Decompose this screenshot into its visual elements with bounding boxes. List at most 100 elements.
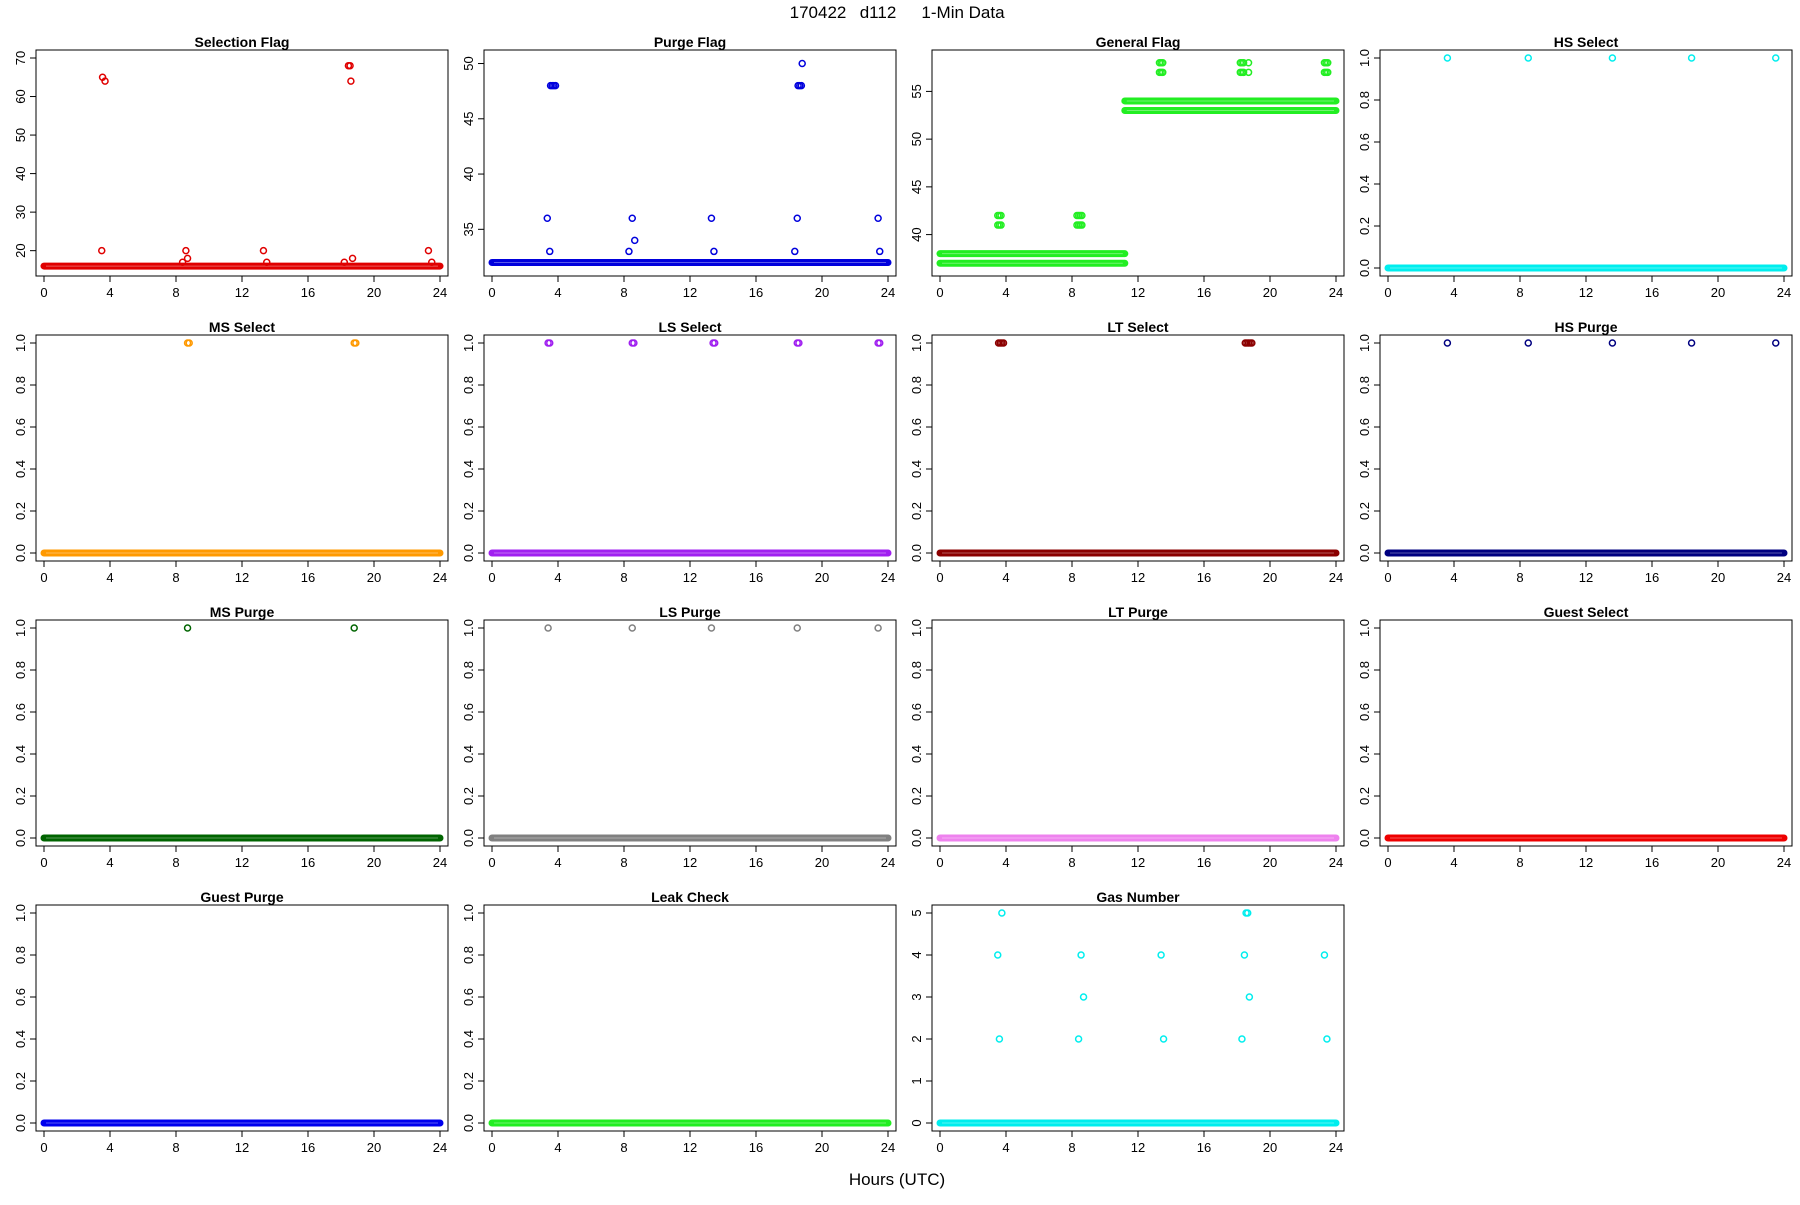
panel-title: Guest Select (1544, 604, 1629, 620)
x-tick-label: 20 (1711, 570, 1725, 585)
y-tick-label: 0.2 (1357, 787, 1372, 805)
data-point (182, 246, 190, 255)
x-tick-label: 16 (1645, 570, 1659, 585)
data-point (347, 77, 355, 85)
panel-ls-select: LS Select 0 4 8 12 16 20 24 0.0 0.2 0.4 0.6 0.8 1.0 (461, 319, 897, 585)
x-tick-label: 0 (936, 285, 943, 300)
x-tick-label: 0 (40, 1140, 47, 1155)
x-tick-label: 0 (40, 855, 47, 870)
x-tick-label: 4 (1002, 855, 1009, 870)
data-point (1239, 59, 1248, 67)
x-tick-label: 4 (1002, 285, 1009, 300)
x-tick-label: 24 (1777, 855, 1791, 870)
y-tick-label: 0.6 (13, 988, 28, 1006)
x-tick-label: 0 (1384, 570, 1391, 585)
x-tick-label: 0 (488, 285, 495, 300)
x-tick-label: 24 (433, 855, 447, 870)
x-tick-label: 0 (488, 570, 495, 585)
y-tick-label: 0.0 (909, 544, 924, 562)
x-tick-label: 12 (235, 285, 249, 300)
x-tick-label: 24 (433, 1140, 447, 1155)
x-tick-label: 12 (683, 1140, 697, 1155)
y-tick-label: 30 (13, 205, 28, 219)
data-point (710, 247, 718, 256)
panel-title: Guest Purge (200, 889, 283, 905)
x-tick-label: 4 (554, 285, 561, 300)
x-tick-label: 4 (106, 285, 113, 300)
data-point (1324, 68, 1332, 77)
data-point (183, 624, 192, 632)
panel-general-flag: General Flag 0 4 8 12 16 20 24 40 45 50 55 (909, 34, 1345, 300)
x-tick-label: 4 (106, 855, 113, 870)
panel-title: Purge Flag (654, 34, 726, 50)
x-tick-label: 12 (235, 1140, 249, 1155)
y-tick-label: 1.0 (1357, 334, 1372, 352)
y-tick-label: 20 (13, 243, 28, 257)
x-tick-label: 20 (1263, 855, 1277, 870)
data-point (348, 254, 357, 263)
x-tick-label: 20 (815, 1140, 829, 1155)
y-tick-label: 0.0 (461, 829, 476, 847)
x-tick-label: 20 (1263, 285, 1277, 300)
y-tick-label: 0.2 (13, 502, 28, 520)
data-point (793, 624, 801, 632)
y-tick-label: 0.8 (909, 376, 924, 394)
y-tick-label: 60 (13, 89, 28, 103)
y-tick-label: 1.0 (909, 334, 924, 352)
y-tick-label: 0.2 (13, 1072, 28, 1090)
data-point (1772, 339, 1780, 347)
y-tick-label: 0.4 (461, 1030, 476, 1048)
panel-title: HS Select (1554, 34, 1619, 50)
x-tick-label: 20 (367, 1140, 381, 1155)
data-point (178, 258, 187, 266)
y-tick-label: 0.8 (909, 661, 924, 679)
y-tick-label: 0.6 (461, 418, 476, 436)
data-point (1078, 211, 1086, 220)
x-tick-label: 20 (1263, 570, 1277, 585)
y-tick-label: 0.6 (909, 703, 924, 721)
data-point (791, 247, 799, 256)
plot-frame (35, 619, 449, 847)
x-tick-label: 20 (815, 855, 829, 870)
panel-title: Selection Flag (195, 34, 290, 50)
x-tick-label: 4 (554, 855, 561, 870)
y-tick-label: 0.4 (461, 460, 476, 478)
plot-frame (1379, 619, 1793, 847)
x-tick-label: 8 (620, 855, 627, 870)
data-point (999, 339, 1008, 347)
x-tick-label: 8 (620, 285, 627, 300)
data-point (1243, 909, 1252, 917)
x-tick-label: 12 (683, 855, 697, 870)
data-point (1240, 951, 1249, 959)
x-tick-label: 4 (1450, 855, 1457, 870)
data-point (998, 909, 1006, 917)
data-point (1077, 951, 1085, 959)
data-point (628, 624, 636, 632)
y-tick-label: 0.4 (1357, 745, 1372, 763)
data-point (1687, 339, 1696, 347)
x-tick-label: 12 (1131, 855, 1145, 870)
data-point (352, 339, 360, 347)
x-tick-label: 24 (1329, 570, 1343, 585)
panel-title: Leak Check (651, 889, 729, 905)
plot-frame (931, 904, 1345, 1132)
x-tick-label: 16 (301, 285, 315, 300)
x-tick-label: 0 (40, 570, 47, 585)
x-tick-label: 8 (172, 1140, 179, 1155)
y-tick-label: 0.8 (1357, 91, 1372, 109)
data-point (546, 339, 554, 347)
x-tick-label: 4 (106, 570, 113, 585)
x-tick-label: 12 (1131, 285, 1145, 300)
data-point (630, 236, 639, 245)
data-point (259, 246, 268, 255)
x-tick-label: 0 (1384, 285, 1391, 300)
x-tick-label: 12 (235, 570, 249, 585)
y-tick-label: 0.4 (1357, 460, 1372, 478)
panel-guest-select: Guest Select 0 4 8 12 16 20 24 0.0 0.2 0.4 0.6 0.8 1.… (1357, 604, 1793, 870)
data-point (1159, 68, 1167, 77)
x-tick-label: 24 (881, 1140, 895, 1155)
x-tick-label: 16 (749, 285, 763, 300)
x-tick-label: 16 (749, 570, 763, 585)
x-tick-label: 4 (1002, 570, 1009, 585)
